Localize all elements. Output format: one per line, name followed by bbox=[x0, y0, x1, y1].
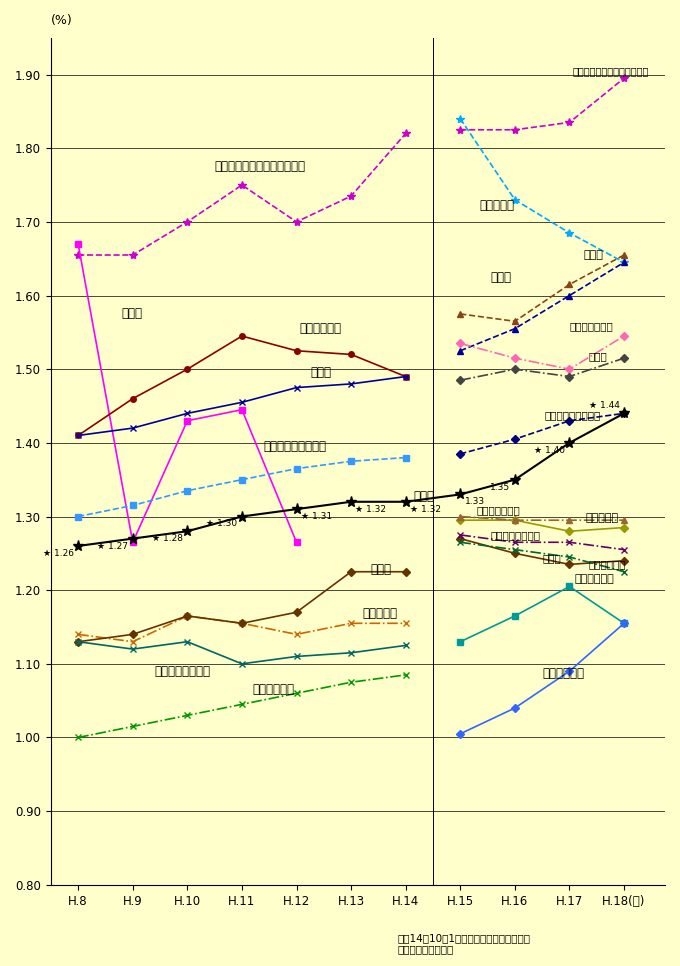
Text: 卸売・小売業: 卸売・小売業 bbox=[575, 574, 615, 584]
Text: 製造業: 製造業 bbox=[583, 250, 603, 260]
Text: ★ 1.32: ★ 1.32 bbox=[410, 504, 441, 514]
Text: サービス業: サービス業 bbox=[586, 513, 619, 523]
Text: 総合サービス業: 総合サービス業 bbox=[477, 505, 520, 516]
Text: 鉱　業: 鉱 業 bbox=[589, 351, 607, 361]
Text: 建設業: 建設業 bbox=[542, 554, 561, 563]
Text: 情報・通信業: 情報・通信業 bbox=[542, 667, 584, 680]
Text: 1.33: 1.33 bbox=[464, 497, 485, 506]
Text: ★ 1.40: ★ 1.40 bbox=[534, 445, 565, 455]
Text: 運輸・通信業: 運輸・通信業 bbox=[299, 323, 341, 335]
Text: 飲食店・宿泊業: 飲食店・宿泊業 bbox=[569, 322, 613, 331]
Text: ★ 1.27: ★ 1.27 bbox=[97, 542, 129, 551]
Text: 平成14年10月1日から日本標準産業分類が
新たに適用された。: 平成14年10月1日から日本標準産業分類が 新たに適用された。 bbox=[398, 933, 531, 954]
Text: 教育・学習支援業: 教育・学習支援業 bbox=[490, 530, 541, 540]
Text: 農・林・漁業: 農・林・漁業 bbox=[589, 559, 626, 569]
Text: 鉱　業: 鉱 業 bbox=[122, 307, 143, 321]
Text: (%): (%) bbox=[51, 14, 73, 27]
Text: 運輸業: 運輸業 bbox=[490, 270, 511, 284]
Text: 建設業: 建設業 bbox=[370, 563, 391, 576]
Text: サービス業: サービス業 bbox=[362, 608, 397, 620]
Text: 1.35: 1.35 bbox=[490, 483, 511, 492]
Text: 電気・ガス・熱供給・水道業: 電気・ガス・熱供給・水道業 bbox=[215, 160, 305, 173]
Text: 製造業: 製造業 bbox=[310, 366, 331, 380]
Text: ★ 1.31: ★ 1.31 bbox=[301, 512, 332, 521]
Text: ★ 1.32: ★ 1.32 bbox=[356, 504, 386, 514]
Text: 金融・保険・不動産: 金融・保険・不動産 bbox=[545, 411, 601, 420]
Text: ★ 1.44: ★ 1.44 bbox=[589, 402, 619, 411]
Text: 農・林・漁業: 農・林・漁業 bbox=[253, 683, 295, 696]
Text: ★ 1.30: ★ 1.30 bbox=[207, 520, 237, 528]
Text: ★ 1.26: ★ 1.26 bbox=[43, 549, 73, 558]
Text: 産業計: 産業計 bbox=[414, 490, 435, 503]
Text: 卸・小売・飲食店: 卸・小売・飲食店 bbox=[154, 665, 211, 678]
Text: ★ 1.28: ★ 1.28 bbox=[152, 534, 183, 543]
Text: 医療・福祉: 医療・福祉 bbox=[479, 199, 514, 213]
Text: 金融・保険・不動産: 金融・保険・不動産 bbox=[264, 440, 327, 453]
Text: 電気・ガス・熱供給・水道業: 電気・ガス・熱供給・水道業 bbox=[572, 66, 649, 76]
